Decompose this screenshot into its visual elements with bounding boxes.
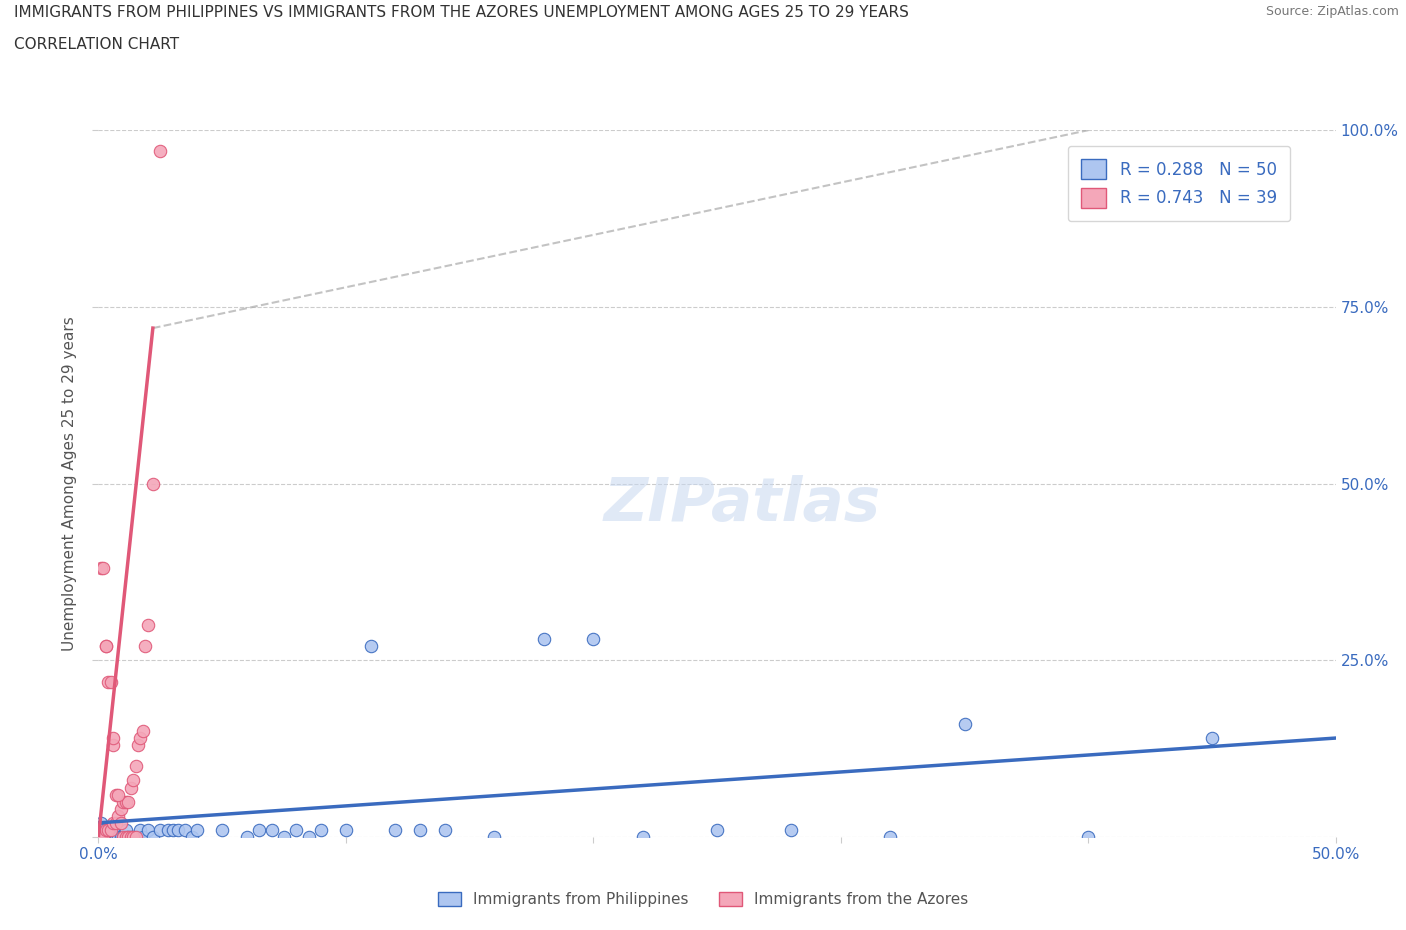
Point — [112, 794, 135, 809]
Point — [124, 830, 146, 844]
Point — [953, 716, 976, 731]
Point — [1077, 830, 1099, 844]
Point — [129, 822, 152, 837]
Point — [166, 822, 188, 837]
Point — [110, 830, 132, 844]
Point — [309, 822, 332, 837]
Point — [112, 830, 135, 844]
Point — [127, 737, 149, 752]
Point — [93, 561, 115, 576]
Point — [107, 808, 129, 823]
Point — [100, 674, 122, 689]
Point — [94, 639, 117, 654]
Point — [100, 822, 122, 837]
Point — [122, 830, 145, 844]
Point — [1201, 731, 1223, 746]
Point — [122, 830, 145, 844]
Point — [97, 822, 120, 837]
Point — [120, 830, 142, 844]
Point — [780, 822, 803, 837]
Point — [93, 822, 115, 837]
Point — [879, 830, 901, 844]
Point — [94, 822, 117, 837]
Point — [236, 830, 259, 844]
Point — [120, 780, 142, 795]
Point — [104, 787, 127, 802]
Point — [114, 830, 136, 844]
Point — [162, 822, 184, 837]
Point — [211, 822, 233, 837]
Point — [104, 816, 127, 830]
Point — [132, 724, 155, 738]
Point — [484, 830, 506, 844]
Point — [90, 561, 112, 576]
Point — [127, 830, 149, 844]
Point — [260, 822, 283, 837]
Point — [103, 737, 125, 752]
Point — [97, 674, 120, 689]
Point — [247, 822, 270, 837]
Text: IMMIGRANTS FROM PHILIPPINES VS IMMIGRANTS FROM THE AZORES UNEMPLOYMENT AMONG AGE: IMMIGRANTS FROM PHILIPPINES VS IMMIGRANT… — [14, 5, 908, 20]
Point — [124, 830, 146, 844]
Point — [142, 830, 165, 844]
Point — [117, 830, 139, 844]
Point — [97, 830, 120, 844]
Point — [285, 822, 308, 837]
Point — [110, 802, 132, 817]
Point — [107, 787, 129, 802]
Point — [94, 830, 117, 844]
Point — [433, 822, 456, 837]
Point — [114, 794, 136, 809]
Point — [384, 822, 406, 837]
Point — [409, 822, 432, 837]
Point — [129, 731, 152, 746]
Point — [335, 822, 357, 837]
Point — [273, 830, 295, 844]
Point — [90, 830, 112, 844]
Point — [112, 830, 135, 844]
Point — [360, 639, 382, 654]
Point — [181, 830, 204, 844]
Legend: R = 0.288   N = 50, R = 0.743   N = 39: R = 0.288 N = 50, R = 0.743 N = 39 — [1069, 146, 1291, 221]
Point — [122, 773, 145, 788]
Point — [103, 816, 125, 830]
Point — [134, 639, 156, 654]
Point — [103, 731, 125, 746]
Point — [136, 822, 159, 837]
Point — [120, 830, 142, 844]
Y-axis label: Unemployment Among Ages 25 to 29 years: Unemployment Among Ages 25 to 29 years — [62, 316, 77, 651]
Point — [107, 830, 129, 844]
Point — [582, 631, 605, 646]
Point — [100, 822, 122, 837]
Point — [132, 830, 155, 844]
Text: CORRELATION CHART: CORRELATION CHART — [14, 37, 179, 52]
Point — [631, 830, 654, 844]
Point — [90, 816, 112, 830]
Point — [103, 822, 125, 837]
Point — [93, 830, 115, 844]
Point — [298, 830, 321, 844]
Point — [104, 830, 127, 844]
Point — [142, 476, 165, 491]
Point — [186, 822, 208, 837]
Text: Source: ZipAtlas.com: Source: ZipAtlas.com — [1265, 5, 1399, 18]
Point — [124, 759, 146, 774]
Legend: Immigrants from Philippines, Immigrants from the Azores: Immigrants from Philippines, Immigrants … — [432, 885, 974, 913]
Point — [117, 794, 139, 809]
Point — [174, 822, 197, 837]
Point — [136, 618, 159, 632]
Point — [149, 822, 172, 837]
Point — [156, 822, 179, 837]
Point — [533, 631, 555, 646]
Point — [706, 822, 728, 837]
Point — [114, 822, 136, 837]
Point — [117, 830, 139, 844]
Point — [94, 639, 117, 654]
Point — [110, 816, 132, 830]
Text: ZIPatlas: ZIPatlas — [603, 475, 880, 535]
Point — [149, 144, 172, 159]
